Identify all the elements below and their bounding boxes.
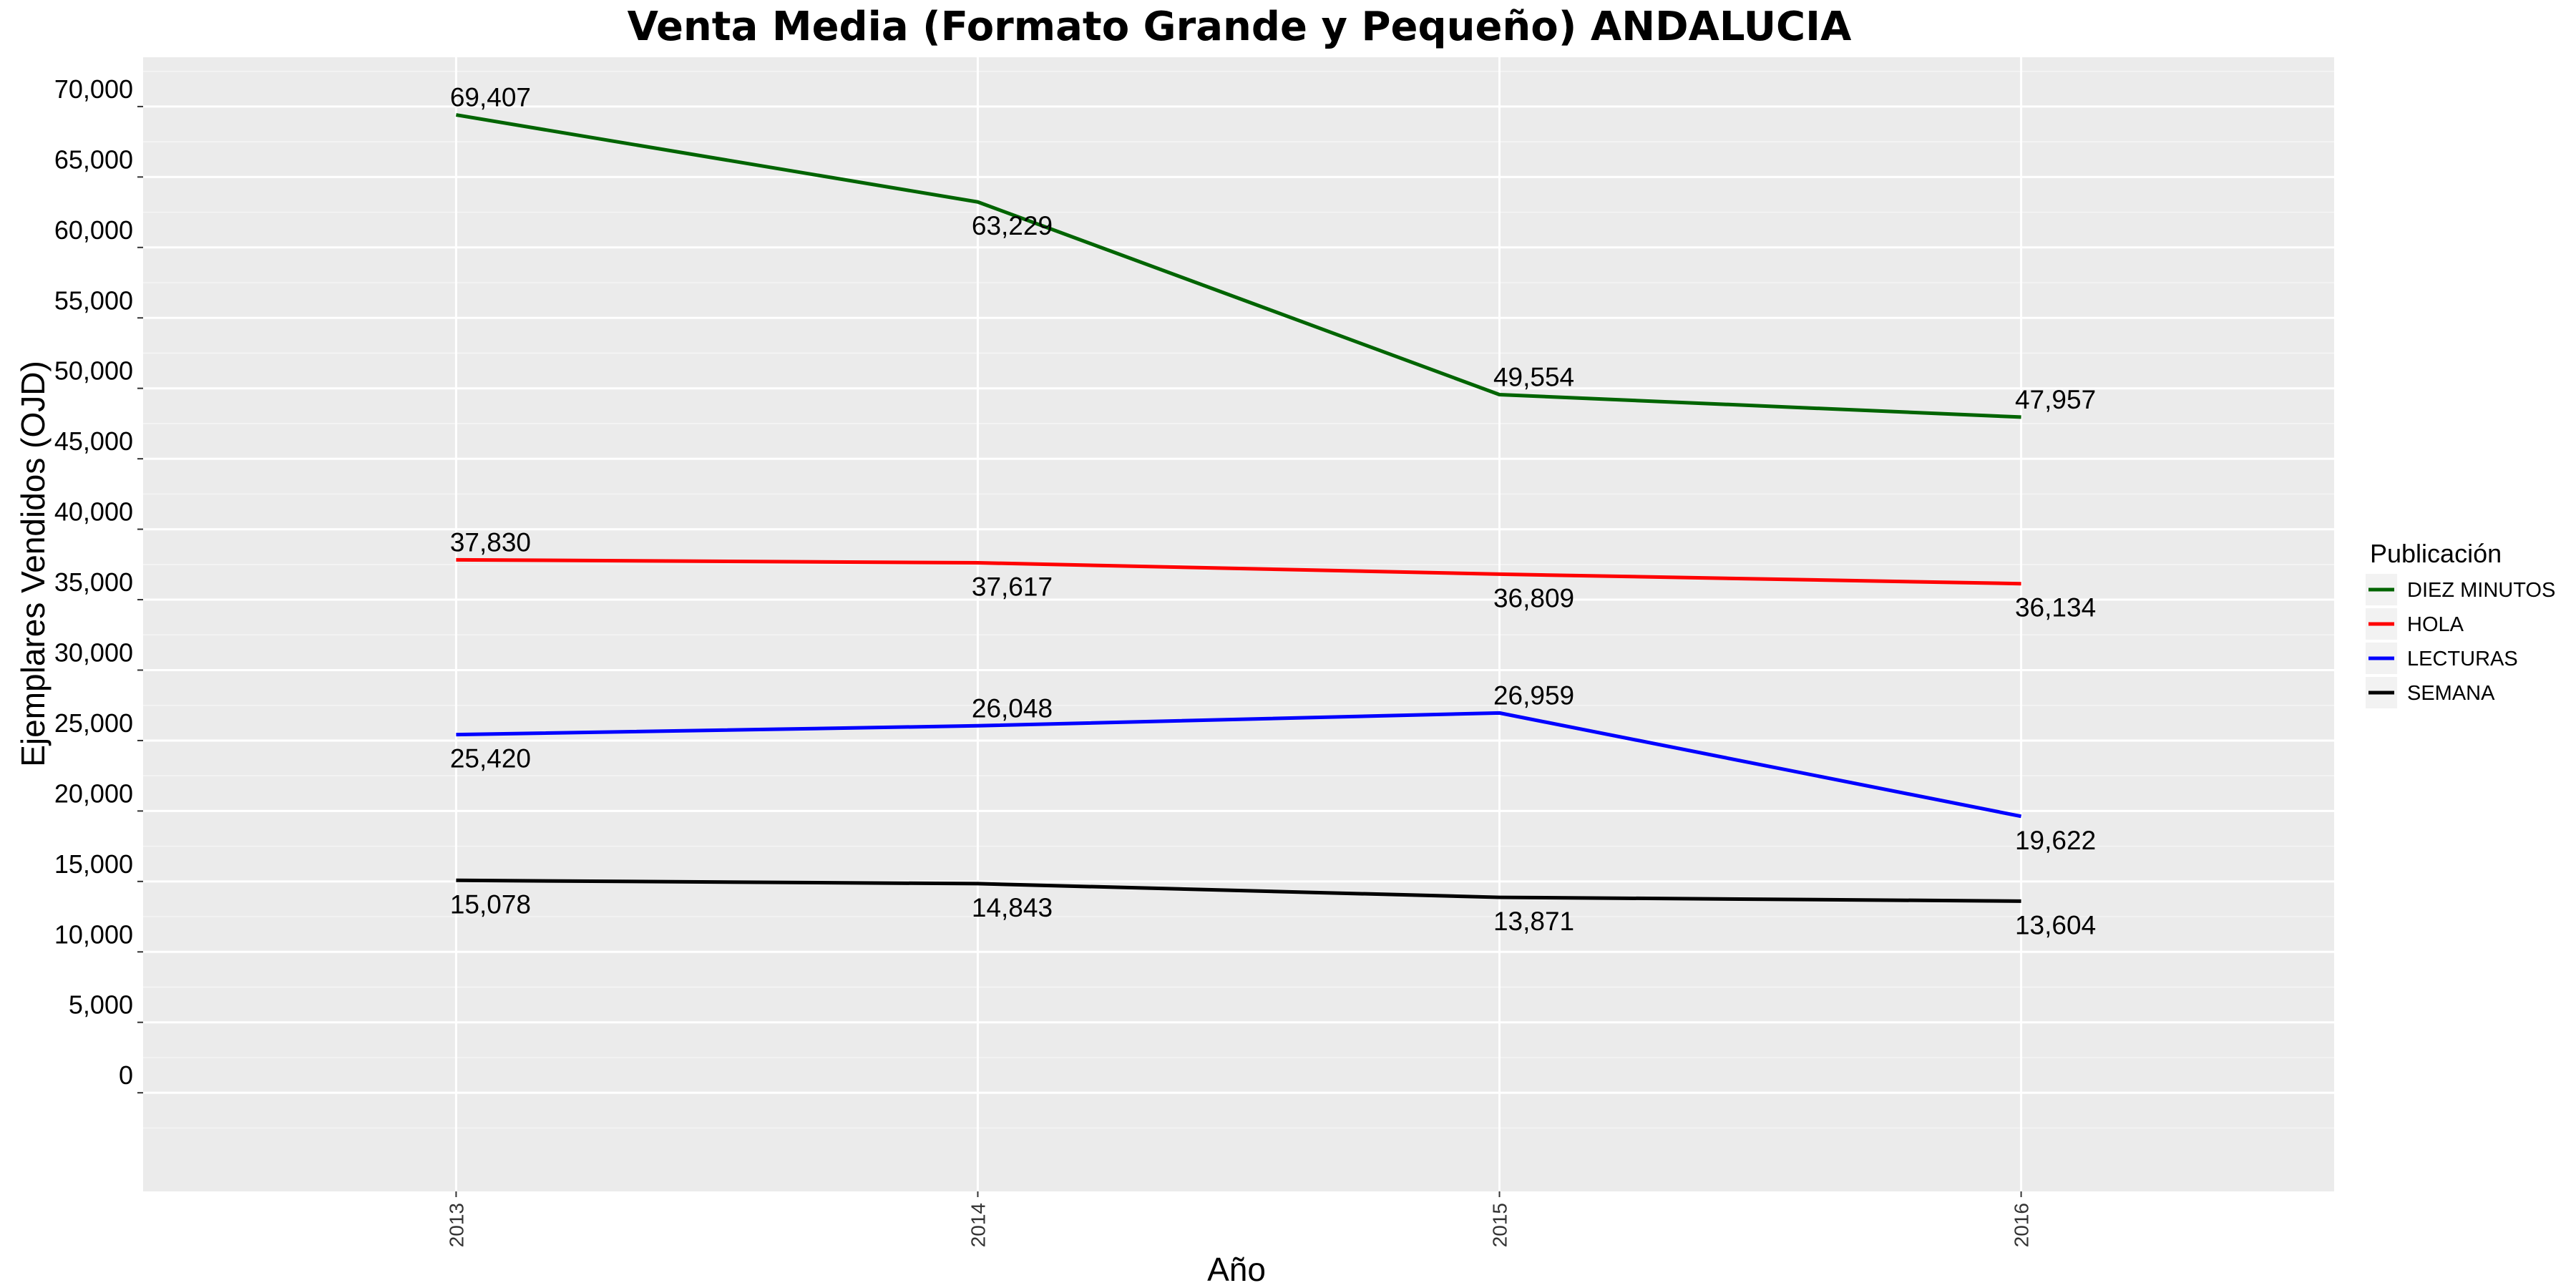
y-axis-title: Ejemplares Vendidos (OJD): [14, 361, 52, 767]
y-tick-label: 25,000: [54, 708, 133, 738]
y-tick-label: 0: [119, 1060, 133, 1090]
grid-lines: [143, 57, 2334, 1191]
legend-label: DIEZ MINUTOS: [2407, 579, 2555, 602]
y-tick-label: 50,000: [54, 356, 133, 386]
x-tick-label: 2016: [2011, 1203, 2033, 1247]
y-tick-label: 60,000: [54, 215, 133, 245]
y-tick-label: 55,000: [54, 286, 133, 315]
data-label: 63,229: [972, 211, 1053, 240]
data-label: 37,830: [450, 527, 531, 557]
legend-title: Publicación: [2370, 539, 2502, 568]
x-tick-label: 2014: [967, 1203, 989, 1247]
data-label: 15,078: [450, 889, 531, 919]
data-label: 25,420: [450, 744, 531, 774]
legend-label: HOLA: [2407, 613, 2464, 636]
data-label: 69,407: [450, 83, 531, 112]
chart-title: Venta Media (Formato Grande y Pequeño) A…: [628, 4, 1852, 50]
data-label: 13,604: [2015, 910, 2096, 940]
data-label: 26,959: [1493, 680, 1574, 710]
y-tick-label: 40,000: [54, 497, 133, 527]
data-label: 13,871: [1493, 907, 1574, 936]
y-tick-label: 65,000: [54, 145, 133, 174]
x-tick-label: 2013: [445, 1203, 467, 1247]
y-tick-label: 10,000: [54, 919, 133, 949]
x-tick-label: 2015: [1489, 1203, 1511, 1247]
y-tick-label: 70,000: [54, 74, 133, 104]
legend-label: LECTURAS: [2407, 648, 2518, 670]
plot-panel: [143, 57, 2334, 1191]
series-line: [456, 878, 2021, 903]
data-label: 37,617: [972, 572, 1053, 602]
data-label: 47,957: [2015, 385, 2096, 414]
y-tick-label: 30,000: [54, 638, 133, 667]
y-tick-label: 5,000: [69, 990, 133, 1020]
data-labels: 69,407 63,229 49,554 47,957 37,830 37,617 36,8…: [450, 83, 2096, 940]
y-tick-label: 20,000: [54, 779, 133, 808]
series-line: [456, 113, 2021, 419]
series-lines: [456, 113, 2022, 903]
data-label: 36,809: [1493, 583, 1574, 613]
series-line: [456, 711, 2022, 819]
y-tick-label: 35,000: [54, 567, 133, 597]
y-tick-label: 45,000: [54, 426, 133, 456]
data-label: 49,554: [1493, 362, 1574, 391]
data-label: 36,134: [2015, 593, 2096, 623]
axes: 0 5,000 10,000 15,000 20,000 25,000 30,000 35,0…: [54, 74, 2033, 1247]
data-label: 19,622: [2015, 826, 2096, 855]
data-label: 14,843: [972, 893, 1053, 922]
data-label: 26,048: [972, 693, 1053, 723]
legend: Publicación DIEZ MINUTOS HOLA LECTURAS SEMA…: [2366, 539, 2555, 708]
legend-label: SEMANA: [2407, 682, 2495, 705]
x-axis-title: Año: [1207, 1251, 1266, 1288]
y-tick-label: 15,000: [54, 849, 133, 879]
series-line: [456, 557, 2021, 586]
